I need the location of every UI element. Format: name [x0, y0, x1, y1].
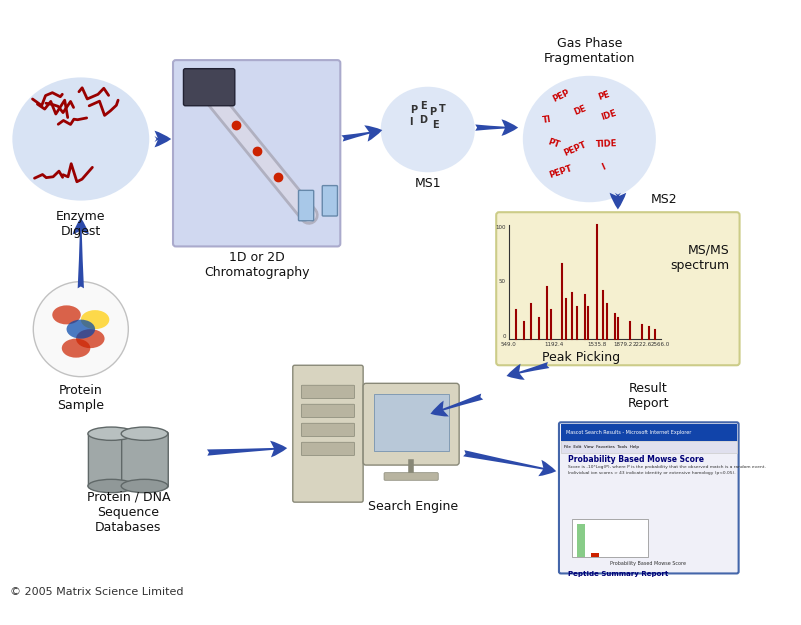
Text: D: D — [419, 115, 427, 125]
Text: PEP: PEP — [551, 88, 571, 104]
Ellipse shape — [52, 306, 81, 324]
Text: PEPT: PEPT — [562, 139, 588, 158]
FancyBboxPatch shape — [301, 442, 355, 456]
Ellipse shape — [66, 319, 95, 339]
Text: 1535.8: 1535.8 — [587, 342, 606, 348]
Bar — [577, 524, 585, 558]
Text: 2222.6: 2222.6 — [633, 342, 652, 348]
Text: Result
Report: Result Report — [627, 382, 669, 410]
Text: Gas Phase
Fragmentation: Gas Phase Fragmentation — [544, 37, 635, 65]
Text: Protein
Sample: Protein Sample — [58, 384, 104, 412]
Text: Score is -10*Log(P), where P is the probability that the observed match is a ran: Score is -10*Log(P), where P is the prob… — [569, 465, 767, 474]
Text: Search Engine: Search Engine — [368, 500, 459, 513]
Ellipse shape — [12, 78, 149, 201]
FancyBboxPatch shape — [299, 191, 314, 221]
Bar — [572, 519, 648, 558]
FancyBboxPatch shape — [373, 394, 449, 451]
Ellipse shape — [34, 282, 128, 377]
FancyBboxPatch shape — [363, 383, 459, 465]
Ellipse shape — [121, 427, 167, 441]
Text: Probability Based Mowse Score: Probability Based Mowse Score — [610, 561, 686, 566]
Text: 1192.4: 1192.4 — [545, 342, 564, 348]
Text: Enzyme
Digest: Enzyme Digest — [56, 210, 106, 238]
Text: Protein / DNA
Sequence
Databases: Protein / DNA Sequence Databases — [87, 491, 170, 534]
Text: MS1: MS1 — [414, 177, 441, 190]
FancyBboxPatch shape — [559, 422, 739, 574]
FancyBboxPatch shape — [293, 365, 363, 502]
Text: Mascot Search Results - Microsoft Internet Explorer: Mascot Search Results - Microsoft Intern… — [566, 430, 691, 435]
Text: PT: PT — [546, 138, 561, 150]
FancyBboxPatch shape — [301, 404, 355, 418]
Ellipse shape — [62, 339, 91, 357]
FancyBboxPatch shape — [122, 432, 168, 488]
Text: 0: 0 — [502, 334, 505, 339]
FancyBboxPatch shape — [301, 423, 355, 436]
Text: MS2: MS2 — [651, 192, 678, 206]
Text: 549.0: 549.0 — [501, 342, 517, 348]
FancyBboxPatch shape — [561, 441, 737, 452]
Ellipse shape — [81, 310, 109, 329]
FancyBboxPatch shape — [561, 424, 737, 441]
Text: E: E — [420, 101, 426, 111]
FancyBboxPatch shape — [496, 213, 739, 365]
Ellipse shape — [88, 427, 135, 441]
Ellipse shape — [76, 329, 105, 348]
Text: Peak Picking: Peak Picking — [541, 351, 620, 364]
FancyBboxPatch shape — [301, 385, 355, 399]
Text: MS/MS
spectrum: MS/MS spectrum — [670, 244, 729, 272]
FancyBboxPatch shape — [173, 60, 340, 246]
Text: IDE: IDE — [600, 109, 618, 122]
Text: DE: DE — [573, 104, 587, 117]
Ellipse shape — [380, 87, 475, 172]
Text: 50: 50 — [499, 279, 505, 284]
Ellipse shape — [121, 479, 167, 492]
FancyBboxPatch shape — [322, 186, 337, 216]
Text: E: E — [432, 120, 439, 130]
Text: 1D or 2D
Chromatography: 1D or 2D Chromatography — [204, 251, 309, 279]
Text: P: P — [410, 106, 417, 116]
Text: 2566.0: 2566.0 — [651, 342, 670, 348]
Text: TI: TI — [541, 115, 552, 125]
Text: PE: PE — [597, 90, 610, 103]
Text: © 2005 Matrix Science Limited: © 2005 Matrix Science Limited — [10, 588, 183, 598]
Bar — [591, 552, 599, 558]
Ellipse shape — [523, 76, 656, 202]
Text: 1879.2: 1879.2 — [613, 342, 632, 348]
Text: I: I — [601, 162, 607, 172]
FancyBboxPatch shape — [384, 472, 438, 480]
Text: Probability Based Mowse Score: Probability Based Mowse Score — [569, 455, 704, 464]
Text: Peptide Summary Report: Peptide Summary Report — [569, 571, 669, 578]
Text: TIDE: TIDE — [596, 139, 618, 149]
Ellipse shape — [88, 479, 135, 492]
Text: File  Edit  View  Favorites  Tools  Help: File Edit View Favorites Tools Help — [564, 445, 638, 449]
Text: I: I — [409, 117, 413, 127]
FancyBboxPatch shape — [88, 432, 135, 488]
Text: PEPT: PEPT — [548, 164, 574, 180]
Text: 100: 100 — [495, 224, 505, 229]
FancyBboxPatch shape — [183, 69, 235, 106]
Text: T: T — [439, 104, 445, 114]
Text: P: P — [429, 107, 436, 118]
